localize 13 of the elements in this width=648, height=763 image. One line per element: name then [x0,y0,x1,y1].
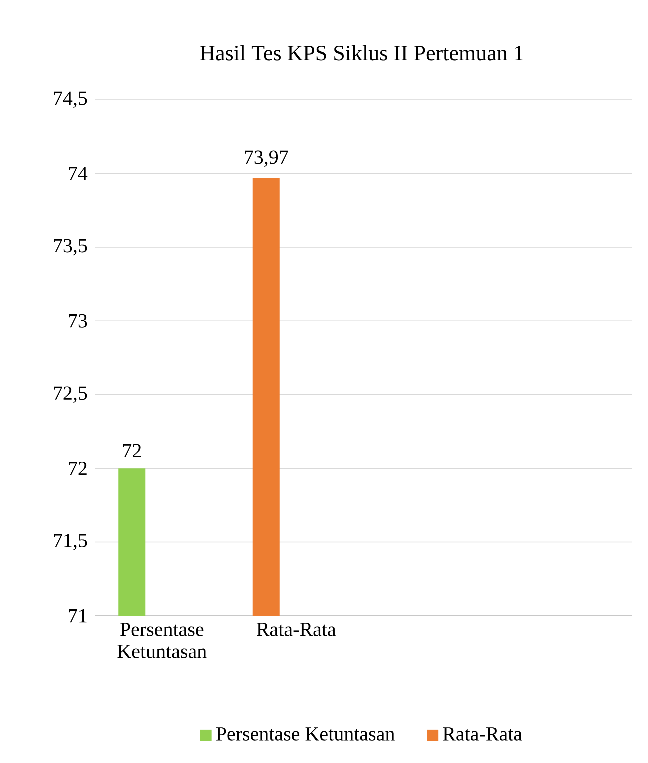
y-tick-label: 73 [69,314,88,328]
y-tick-label: 71 [69,609,87,623]
data-label: 72 [123,444,142,458]
chart-title: Hasil Tes KPS Siklus II Pertemuan 1 [200,45,524,61]
y-tick-label: 74 [69,167,88,180]
y-tick-label: 72,5 [54,386,88,404]
y-tick-label: 71,5 [54,534,88,550]
y-tick-label: 74,5 [54,92,88,108]
y-tick-label: 73,5 [54,239,88,256]
data-label: 73,97 [245,150,288,168]
legend-label: Persentase Ketuntasan [216,728,395,741]
y-tick-label: 72 [69,462,87,476]
legend-label: Rata-Rata [443,728,522,741]
